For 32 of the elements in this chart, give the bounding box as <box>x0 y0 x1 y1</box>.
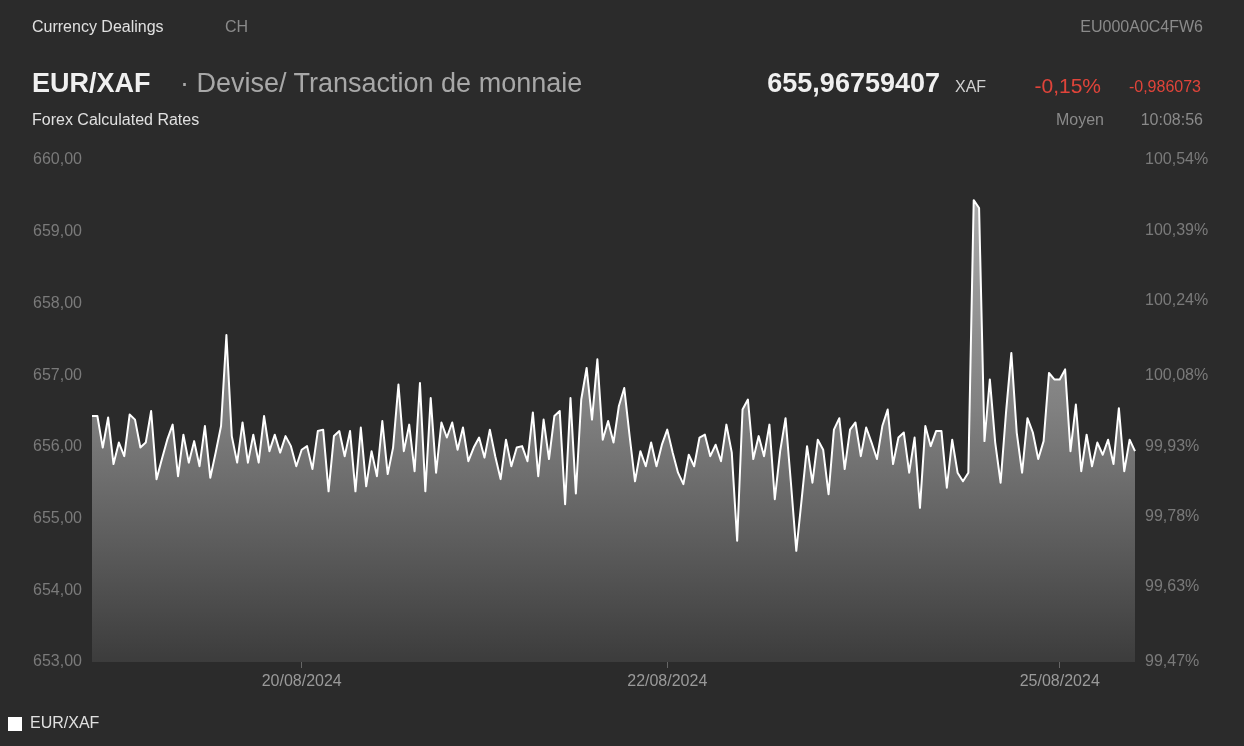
y2-tick-label: 99,47% <box>1145 652 1200 670</box>
y-tick-label: 653,00 <box>33 652 83 670</box>
y2-tick-label: 99,63% <box>1145 577 1200 595</box>
y2-tick-label: 100,39% <box>1145 220 1209 238</box>
y-tick-label: 659,00 <box>33 222 83 240</box>
y2-tick-label: 100,54% <box>1145 150 1209 168</box>
text: -0,15% <box>1034 74 1101 97</box>
x-tick-label: 20/08/2024 <box>261 672 342 690</box>
y-tick-label: 657,00 <box>33 365 83 383</box>
text: -0,986073 <box>1128 78 1201 95</box>
y2-tick-label: 99,93% <box>1145 436 1200 454</box>
y2-tick-label: 100,08% <box>1145 366 1209 384</box>
text: EU000A0C4FW6 <box>1080 18 1203 35</box>
chart-subtitle: · Devise/ Transaction de monnaie <box>180 68 583 98</box>
y-tick-label: 655,00 <box>33 508 83 526</box>
y-tick-label: 654,00 <box>33 580 83 598</box>
text: CH <box>225 18 249 35</box>
x-tick-label: 22/08/2024 <box>627 672 708 690</box>
chart-title: EUR/XAF <box>32 68 151 98</box>
text: Currency Dealings <box>32 18 164 35</box>
y-tick-label: 658,00 <box>33 293 83 311</box>
y2-tick-label: 99,78% <box>1145 506 1200 524</box>
y2-tick-label: 100,24% <box>1145 291 1209 309</box>
text: 655,96759407 <box>767 68 940 98</box>
text: XAF <box>955 78 987 95</box>
y-tick-label: 656,00 <box>33 437 83 455</box>
text: Moyen <box>1055 111 1104 128</box>
x-tick-label: 25/08/2024 <box>1019 672 1100 690</box>
y-tick-label: 660,00 <box>33 150 83 168</box>
text: Forex Calculated Rates <box>32 111 200 128</box>
text: 10:08:56 <box>1140 111 1203 128</box>
legend-label: EUR/XAF <box>30 714 100 732</box>
